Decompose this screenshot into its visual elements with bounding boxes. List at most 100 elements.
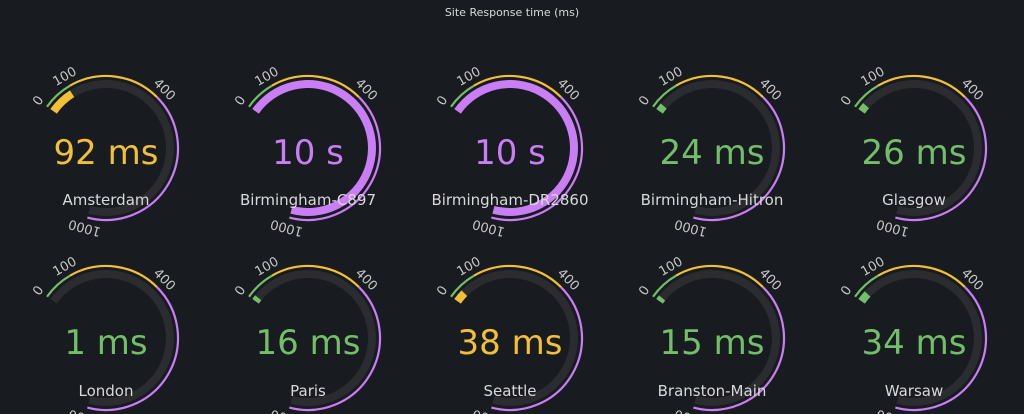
threshold-band-0 (450, 84, 475, 108)
threshold-band-1 (675, 264, 764, 288)
tick-label: 100 (656, 64, 685, 89)
gauge-label: Seattle (483, 382, 537, 400)
gauge-label: Branston-Main (657, 382, 767, 400)
gauge-label: Birmingham-DR2860 (431, 191, 589, 209)
threshold-band-0 (248, 84, 273, 108)
gauge-label: Warsaw (884, 382, 944, 400)
tick-label: 100 (656, 254, 685, 279)
gauge-label: London (78, 382, 134, 400)
tick-label: 400 (958, 266, 986, 294)
threshold-band-0 (248, 274, 273, 298)
tick-label: 100 (454, 254, 483, 279)
threshold-band-1 (877, 264, 966, 288)
tick-label: 100 (454, 64, 483, 89)
gauge-label: Paris (290, 382, 326, 400)
threshold-band-1 (473, 74, 562, 98)
tick-label: 0 (30, 283, 47, 298)
tick-label: 100 (252, 64, 281, 89)
tick-label: 0 (434, 93, 451, 108)
threshold-band-0 (854, 84, 879, 108)
tick-label: 0 (232, 93, 249, 108)
gauge-value-text: 34 ms (862, 323, 967, 363)
gauge-label: Glasgow (882, 191, 946, 209)
gauge-value-fill (858, 102, 870, 114)
tick-label: 0 (434, 283, 451, 298)
threshold-band-2 (895, 286, 988, 412)
gauge-value-fill (454, 290, 468, 304)
gauge-value-text: 16 ms (256, 323, 361, 363)
tick-label: 0 (636, 283, 653, 298)
gauge-value-fill (656, 295, 666, 304)
threshold-band-0 (450, 274, 475, 298)
tick-label: 100 (50, 64, 79, 89)
tick-label: 1000 (67, 406, 103, 414)
gauge-value-text: 1 ms (64, 323, 147, 363)
gauge-value-text: 10 s (272, 133, 344, 173)
threshold-band-0 (46, 84, 71, 108)
threshold-band-2 (895, 96, 988, 222)
tick-label: 100 (858, 254, 887, 279)
tick-label: 400 (352, 76, 380, 104)
threshold-band-0 (652, 84, 677, 108)
gauge-value-text: 26 ms (862, 133, 967, 173)
gauge-value-fill (858, 291, 871, 304)
gauge-value-fill (656, 103, 667, 114)
gauge-value-fill (50, 90, 75, 114)
tick-label: 1000 (875, 406, 911, 414)
tick-label: 0 (232, 283, 249, 298)
gauge-label: Birmingham-Hitron (640, 191, 784, 209)
threshold-band-1 (675, 74, 764, 98)
threshold-band-2 (289, 286, 382, 412)
threshold-band-1 (69, 74, 158, 98)
tick-label: 100 (50, 254, 79, 279)
threshold-band-2 (491, 286, 584, 412)
threshold-band-2 (289, 96, 382, 222)
gauge-value-text: 92 ms (54, 133, 159, 173)
tick-label: 400 (352, 266, 380, 294)
threshold-band-1 (877, 74, 966, 98)
threshold-band-2 (87, 286, 180, 412)
threshold-band-0 (652, 274, 677, 298)
threshold-band-1 (271, 74, 360, 98)
tick-label: 100 (858, 64, 887, 89)
tick-label: 0 (838, 93, 855, 108)
threshold-band-1 (69, 264, 158, 288)
threshold-band-0 (46, 274, 71, 298)
threshold-band-2 (87, 96, 180, 222)
tick-label: 400 (150, 266, 178, 294)
gauge-value-text: 15 ms (660, 323, 765, 363)
threshold-band-2 (693, 286, 786, 412)
threshold-band-2 (693, 96, 786, 222)
tick-label: 100 (252, 254, 281, 279)
tick-label: 0 (838, 283, 855, 298)
tick-label: 0 (636, 93, 653, 108)
tick-label: 400 (958, 76, 986, 104)
tick-label: 1000 (471, 406, 507, 414)
tick-label: 1000 (673, 406, 709, 414)
gauge-value-text: 38 ms (458, 323, 563, 363)
tick-label: 1000 (269, 406, 305, 414)
tick-label: 400 (150, 76, 178, 104)
gauge-value-text: 24 ms (660, 133, 765, 173)
gauge-value-text: 10 s (474, 133, 546, 173)
gauge-label: Birmingham-C897 (240, 191, 376, 209)
tick-label: 400 (554, 266, 582, 294)
threshold-band-0 (854, 274, 879, 298)
panel-title[interactable]: Site Response time (ms) (444, 6, 580, 19)
gauge-label: Amsterdam (62, 191, 150, 209)
tick-label: 0 (30, 93, 47, 108)
tick-label: 400 (756, 266, 784, 294)
threshold-band-2 (491, 96, 584, 222)
